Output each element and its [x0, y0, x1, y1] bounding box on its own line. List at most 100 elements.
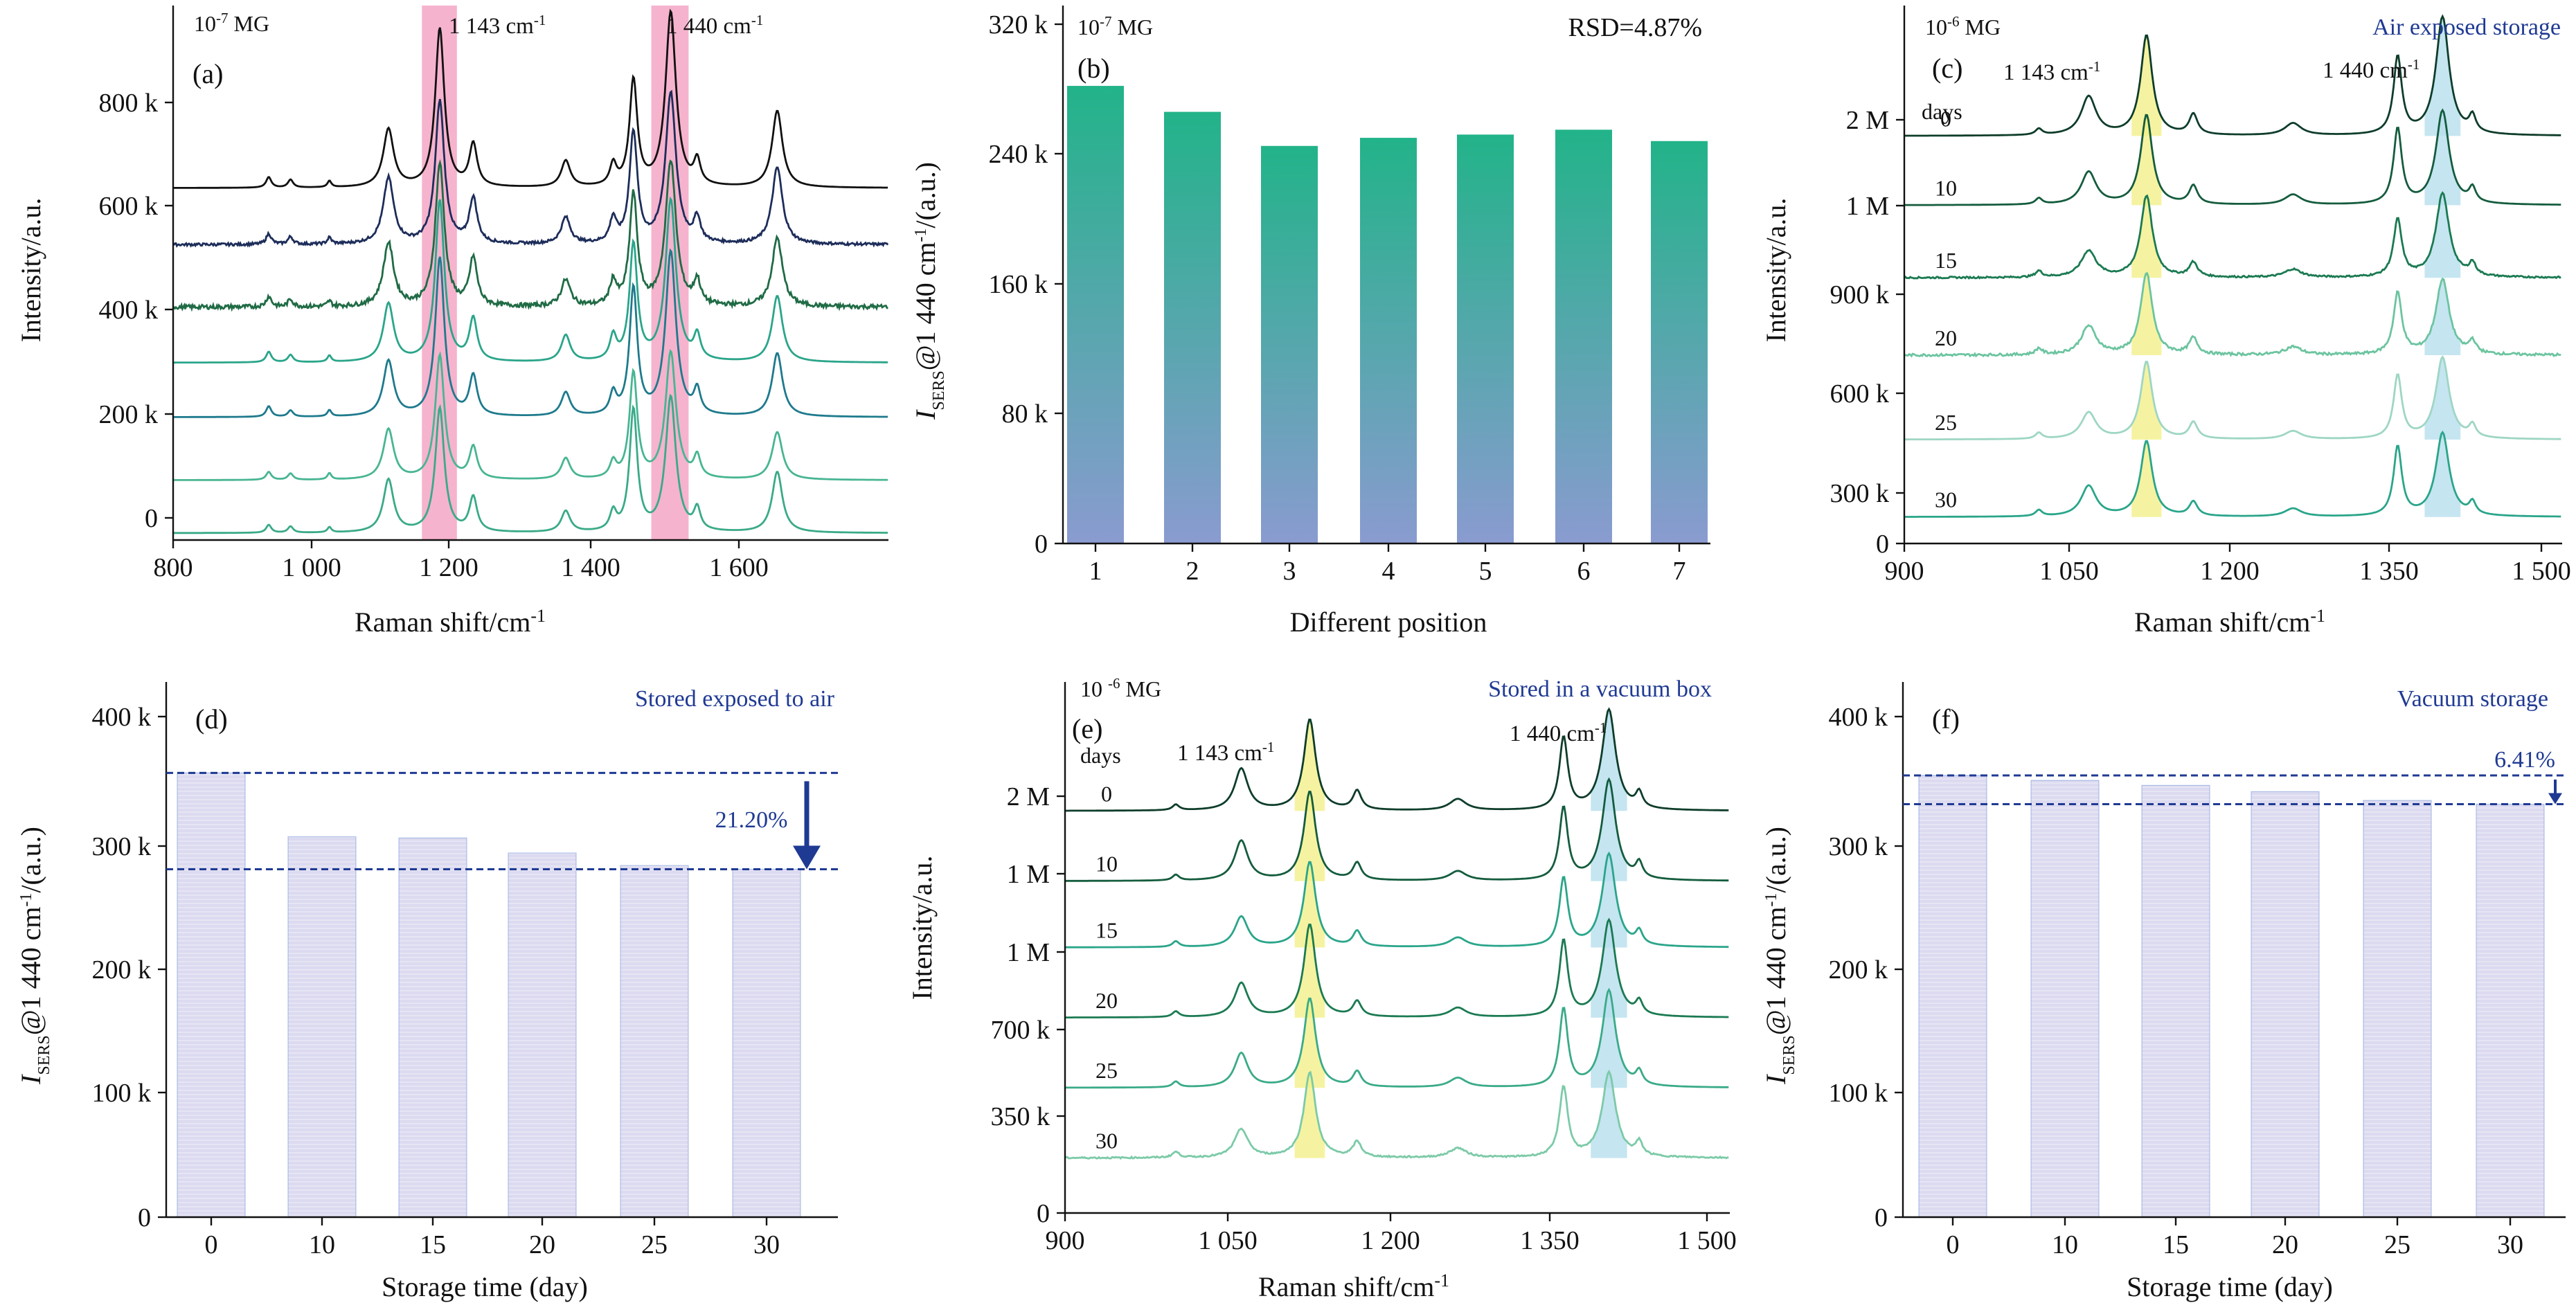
e-day-label: 20 — [1095, 988, 1118, 1013]
f-x-tick-label: 0 — [1947, 1230, 1960, 1259]
b-bar — [1164, 111, 1221, 543]
c-y-tick-label: 0 — [1876, 530, 1889, 559]
a-spectrum-line — [173, 348, 888, 481]
b-x-tick-label: 6 — [1577, 557, 1591, 586]
c-peak-fill — [2424, 110, 2461, 206]
c-peak-label-1143: 1 143 cm-1 — [2003, 58, 2100, 85]
e-day-labels: 0 10 15 20 25 30 — [1095, 781, 1118, 1153]
c-peak-fill — [2424, 16, 2461, 136]
f-bar — [2030, 780, 2100, 1218]
a-spectrum-line — [173, 393, 888, 534]
d-decrease-arrow-head — [793, 845, 821, 870]
b-x-tick-label: 1 — [1089, 557, 1102, 586]
e-xlabel: Raman shift/cm-1 — [1258, 1270, 1449, 1303]
a-ylabel: Intensity/a.u. — [15, 198, 46, 343]
e-x-tick-label: 1 500 — [1677, 1226, 1737, 1255]
c-peak-fill — [2424, 357, 2461, 440]
d-x-tick-label: 25 — [641, 1230, 668, 1259]
c-peak-fills — [2131, 16, 2461, 517]
c-x-tick-label: 1 350 — [2359, 557, 2419, 586]
e-day-label: 10 — [1095, 852, 1118, 877]
b-y-tick-label: 0 — [1035, 530, 1048, 559]
e-peak-fill — [1591, 1071, 1627, 1158]
d-bar — [732, 868, 801, 1218]
a-spectrum-line — [173, 8, 888, 189]
a-concentration: 10-7 MG — [194, 10, 269, 36]
f-reference-lines — [1903, 774, 2566, 806]
b-bar — [1261, 145, 1318, 543]
c-spectrum-line — [1904, 14, 2561, 137]
b-bar — [1651, 141, 1708, 543]
d-y-tick-label: 100 k — [92, 1079, 152, 1108]
c-spectra — [1904, 14, 2561, 518]
b-y-tick-label: 160 k — [989, 270, 1048, 299]
c-days-label: days — [1922, 99, 1962, 124]
e-panel-label: (e) — [1072, 713, 1102, 744]
a-axes: 800 1 000 1 200 1 400 1 600 0 200 k 400 k 600 k 8… — [99, 6, 888, 582]
c-title: Air exposed storage — [2372, 15, 2561, 40]
d-x-tick-label: 15 — [420, 1230, 446, 1259]
c-day-labels: 0 10 15 20 25 30 — [1935, 106, 1957, 512]
b-rsd: RSD=4.87% — [1568, 13, 1702, 42]
e-spectrum-line — [1065, 917, 1729, 1018]
c-peak-fill — [2131, 195, 2162, 278]
b-concentration: 10-7 MG — [1077, 13, 1153, 39]
f-bar — [2251, 791, 2320, 1218]
c-y-tick-label: 2 M — [1846, 106, 1889, 135]
e-y-tick-label: 1 M — [1007, 938, 1050, 967]
b-bar — [1457, 134, 1514, 543]
d-x-tick-label: 10 — [309, 1230, 335, 1259]
c-x-tick-label: 1 500 — [2512, 557, 2571, 586]
a-x-tick-label: 1 200 — [419, 553, 478, 582]
e-day-label: 30 — [1095, 1129, 1118, 1153]
c-y-tick-label: 1 M — [1846, 192, 1889, 221]
c-day-label: 25 — [1935, 410, 1957, 435]
c-y-tick-label: 300 k — [1830, 479, 1890, 508]
f-y-tick-label: 0 — [1875, 1203, 1888, 1232]
e-y-tick-label: 1 M — [1007, 860, 1050, 889]
f-y-tick-label: 200 k — [1829, 955, 1888, 985]
a-peak-label-1440: 1 440 cm-1 — [666, 12, 763, 39]
c-day-label: 20 — [1935, 325, 1957, 350]
d-axes: 0 10 15 20 25 30 0 100 k 200 k 300 k 400 k — [92, 682, 838, 1259]
a-spectrum-line — [172, 159, 889, 312]
a-peak-label-1143: 1 143 cm-1 — [449, 12, 546, 39]
f-y-tick-label: 300 k — [1829, 832, 1888, 861]
c-day-label: 15 — [1935, 248, 1957, 273]
c-spectrum-line — [1904, 191, 2561, 280]
f-y-tick-label: 400 k — [1829, 703, 1888, 732]
d-y-tick-label: 300 k — [92, 832, 152, 861]
a-highlight-bands — [422, 6, 689, 540]
c-panel-label: (c) — [1932, 53, 1962, 84]
f-axes: 0 10 15 20 25 30 0 100 k 200 k 300 k 400 k — [1829, 682, 2566, 1259]
e-concentration: 10 -6 MG — [1080, 675, 1161, 701]
c-day-label: 10 — [1935, 175, 1957, 200]
c-x-tick-label: 1 050 — [2039, 557, 2099, 586]
c-peak-fill — [2424, 432, 2461, 517]
f-y-tick-label: 100 k — [1829, 1079, 1888, 1108]
d-xlabel: Storage time (day) — [382, 1271, 588, 1302]
e-axes: 900 1 050 1 200 1 350 1 500 0 350 k 700 k 1 M 1 M… — [991, 682, 1737, 1255]
e-day-label: 25 — [1095, 1058, 1118, 1083]
c-spectrum-line — [1904, 355, 2561, 441]
c-y-tick-label: 900 k — [1830, 280, 1890, 309]
b-ylabel: ISERS@1 440 cm-1/(a.u.) — [910, 162, 948, 420]
d-x-tick-label: 20 — [529, 1230, 555, 1259]
e-peak-fill — [1294, 998, 1325, 1088]
f-panel-label: (f) — [1932, 703, 1960, 735]
d-ylabel: ISERS@1 440 cm-1/(a.u.) — [15, 827, 53, 1085]
b-y-tick-label: 320 k — [989, 10, 1048, 39]
e-peak-fill — [1591, 779, 1627, 881]
e-x-tick-label: 900 — [1046, 1226, 1085, 1255]
c-day-label: 0 — [1940, 106, 1951, 131]
c-x-tick-label: 1 200 — [2200, 557, 2260, 586]
e-peak-fill — [1294, 1072, 1325, 1158]
e-spectrum-line — [1065, 707, 1729, 812]
b-panel-label: (b) — [1077, 53, 1110, 84]
c-peak-fill — [2131, 35, 2162, 136]
d-bar — [287, 836, 357, 1218]
d-percent: 21.20% — [715, 807, 788, 833]
e-spectrum-line — [1064, 1069, 1729, 1160]
panel-f: 0 10 15 20 25 30 0 100 k 200 k 300 k 400 k (f) Vac… — [1760, 682, 2566, 1302]
c-peak-fill — [2131, 272, 2162, 355]
